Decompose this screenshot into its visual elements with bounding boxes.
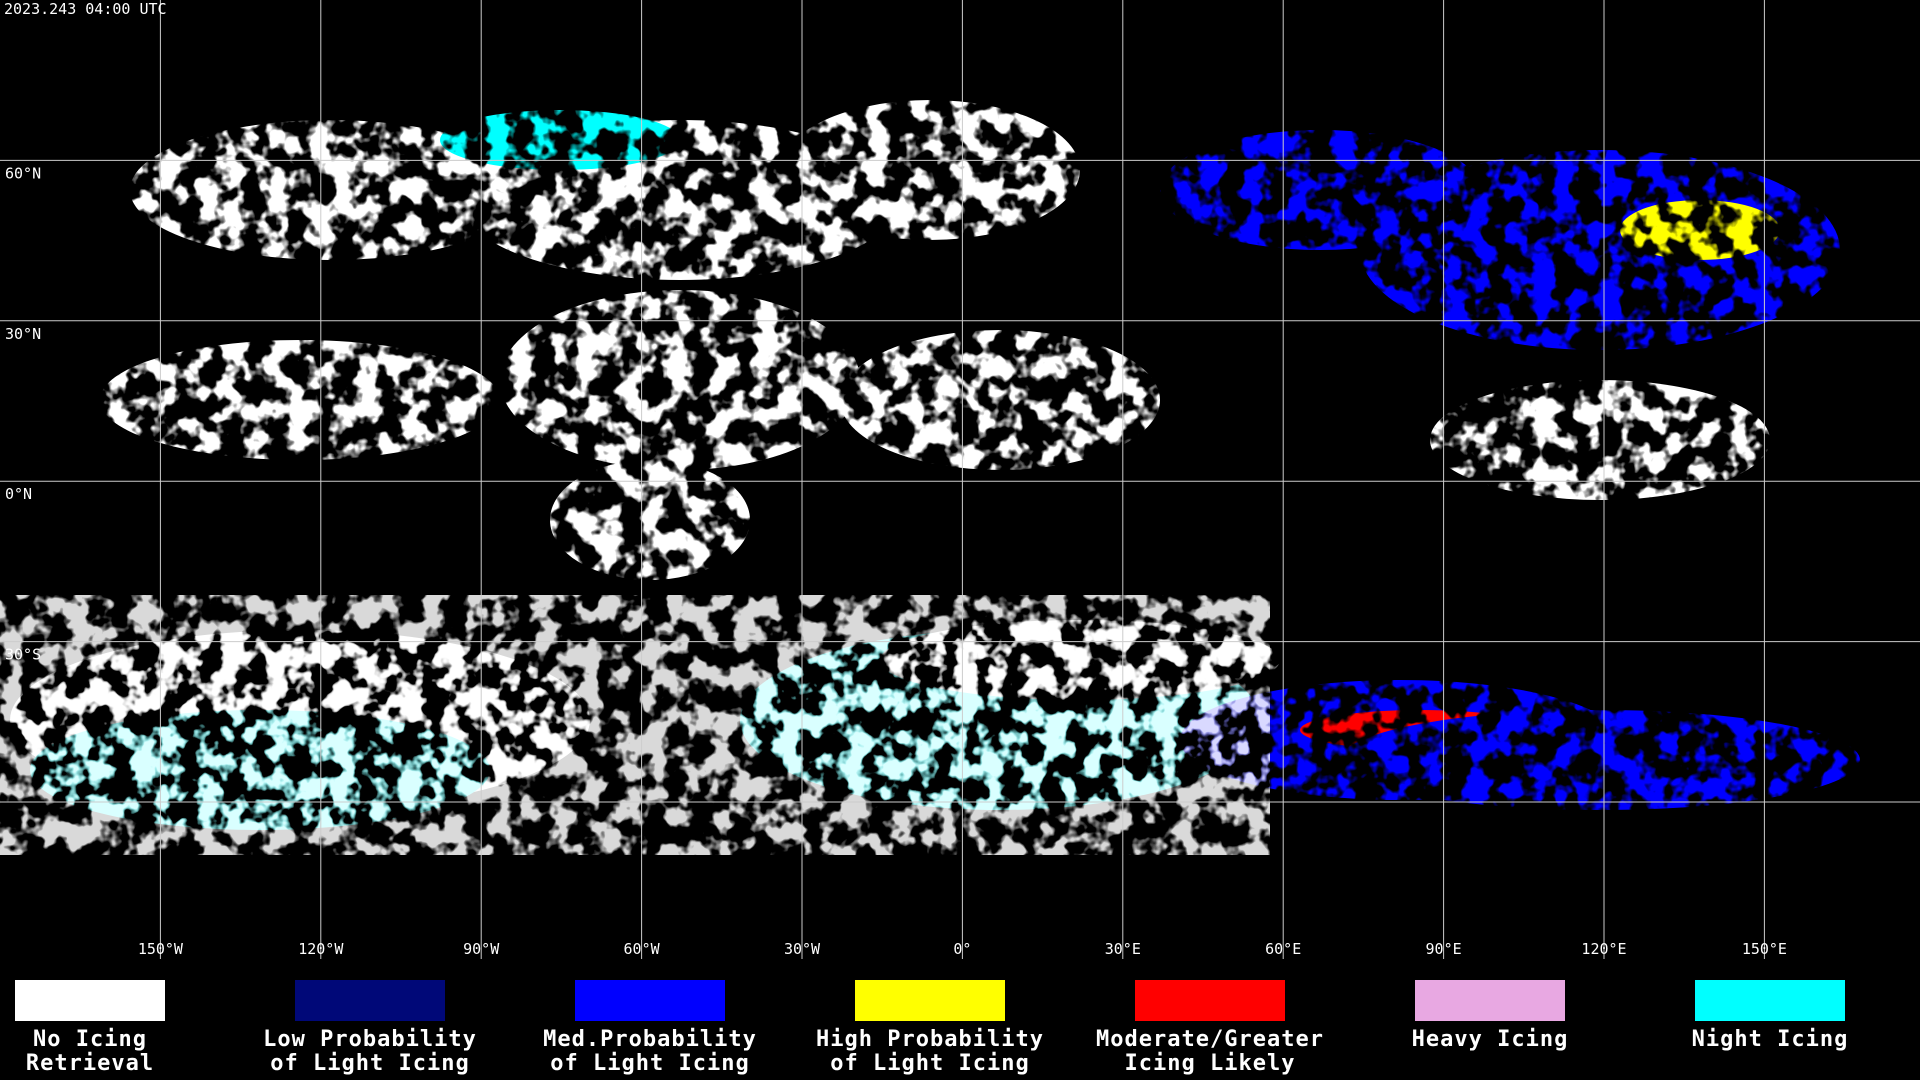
legend-label: Moderate/Greater	[1096, 1027, 1324, 1052]
latitude-label: 0°N	[5, 485, 32, 503]
legend-label: Retrieval	[26, 1051, 154, 1076]
longitude-label: 150°W	[138, 940, 184, 958]
longitude-label: 60°W	[624, 940, 661, 958]
legend-swatch	[575, 980, 725, 1021]
legend-swatch	[1415, 980, 1565, 1021]
legend-label: Heavy Icing	[1412, 1027, 1569, 1052]
graticule	[0, 0, 1920, 959]
legend-label: of Light Icing	[270, 1051, 469, 1076]
legend-label: of Light Icing	[830, 1051, 1029, 1076]
legend-label: High Probability	[816, 1027, 1044, 1052]
legend-swatch	[855, 980, 1005, 1021]
timestamp: 2023.243 04:00 UTC	[4, 0, 167, 18]
longitude-label: 30°E	[1105, 940, 1141, 958]
latitude-label: 60°N	[5, 164, 41, 182]
legend-label: Low Probability	[263, 1027, 477, 1052]
latitude-label: 30°S	[5, 646, 41, 664]
longitude-label: 30°W	[784, 940, 821, 958]
legend-swatch	[1135, 980, 1285, 1021]
legend-swatch	[15, 980, 165, 1021]
longitude-label: 90°E	[1426, 940, 1462, 958]
legend-swatch	[295, 980, 445, 1021]
legend-swatch	[1695, 980, 1845, 1021]
legend-label: Night Icing	[1692, 1027, 1849, 1052]
longitude-label: 120°E	[1581, 940, 1626, 958]
legend-label: No Icing	[33, 1027, 147, 1052]
longitude-label: 0°	[953, 940, 971, 958]
longitude-label: 150°E	[1742, 940, 1787, 958]
graticule-labels: 60°N 30°N 0°N 30°S 150°W 120°W 90°W 60°W 30°W 0° 3…	[5, 164, 1787, 958]
longitude-label: 60°E	[1265, 940, 1301, 958]
legend-label: of Light Icing	[550, 1051, 749, 1076]
longitude-label: 90°W	[463, 940, 500, 958]
legend-label: Icing Likely	[1125, 1051, 1296, 1076]
longitude-label: 120°W	[298, 940, 344, 958]
legend-label: Med.Probability	[543, 1027, 757, 1052]
latitude-label: 30°N	[5, 325, 41, 343]
